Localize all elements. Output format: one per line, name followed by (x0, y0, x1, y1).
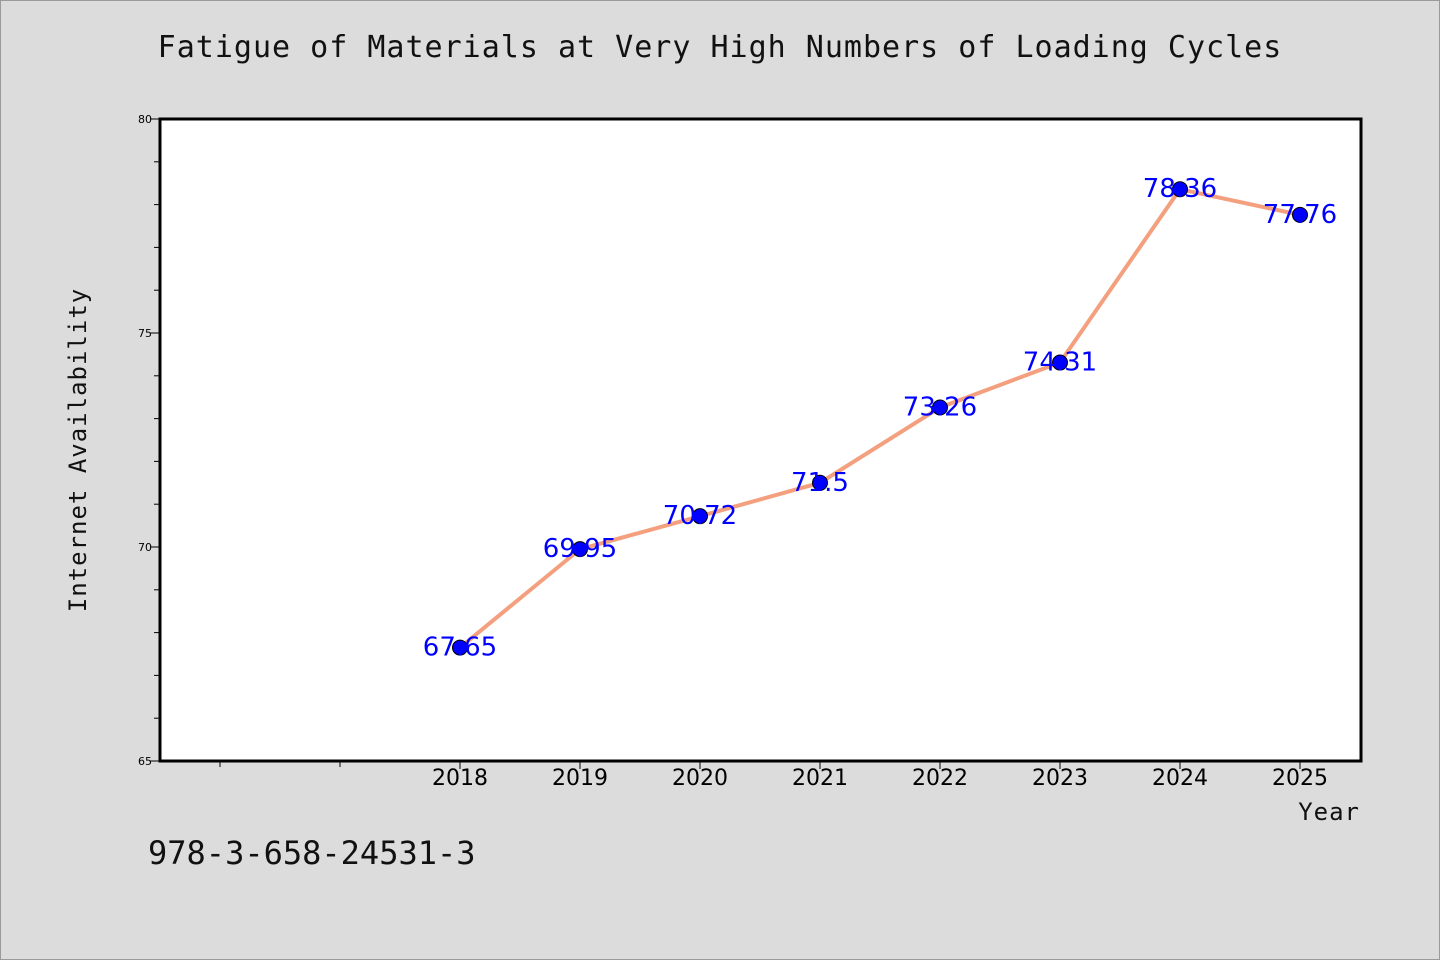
x-tick-label: 2022 (912, 766, 968, 791)
data-point (572, 541, 588, 558)
data-label: 78.36 (1143, 174, 1217, 204)
chart-title: Fatigue of Materials at Very High Number… (157, 30, 1283, 65)
data-point (1292, 206, 1308, 223)
x-tick-label: 2021 (792, 766, 848, 791)
data-point (1052, 354, 1068, 371)
x-tick-label: 2024 (1152, 766, 1208, 791)
isbn-text: 978-3-658-24531-3 (148, 834, 476, 872)
y-axis: 65 70 75 80 (138, 113, 160, 768)
x-axis-label: Year (1298, 798, 1360, 826)
series-group: 67.65 69.95 70.72 71.5 73.26 74.31 78.36 77.76 (423, 174, 1337, 662)
x-axis: 2018 2019 2020 2021 2022 2023 2024 2025 (219, 761, 1328, 791)
series-line (458, 187, 1301, 650)
data-point (452, 639, 468, 656)
data-point (1172, 181, 1188, 198)
data-point (932, 399, 948, 416)
x-tick-label: 2023 (1032, 766, 1088, 791)
y-tick-label: 80 (138, 113, 152, 126)
y-axis-label: Internet Availability (64, 288, 92, 612)
data-label: 71.5 (791, 468, 849, 498)
plot-area (158, 117, 1363, 763)
data-label: 69.95 (543, 534, 617, 564)
data-point (692, 508, 708, 525)
y-tick-label: 65 (138, 755, 152, 768)
y-tick-label: 75 (138, 327, 152, 340)
x-tick-label: 2019 (552, 766, 608, 791)
x-tick-label: 2018 (432, 766, 488, 791)
data-label: 74.31 (1023, 348, 1097, 378)
data-label: 67.65 (423, 633, 497, 663)
data-point (812, 474, 828, 491)
data-label: 70.72 (663, 501, 737, 531)
data-label: 77.76 (1263, 200, 1337, 230)
x-tick-label: 2025 (1272, 766, 1328, 791)
y-tick-label: 70 (138, 541, 152, 554)
data-label: 73.26 (903, 392, 977, 422)
x-tick-label: 2020 (672, 766, 728, 791)
